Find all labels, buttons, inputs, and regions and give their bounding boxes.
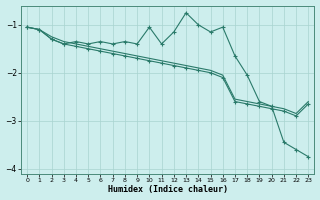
X-axis label: Humidex (Indice chaleur): Humidex (Indice chaleur) — [108, 185, 228, 194]
